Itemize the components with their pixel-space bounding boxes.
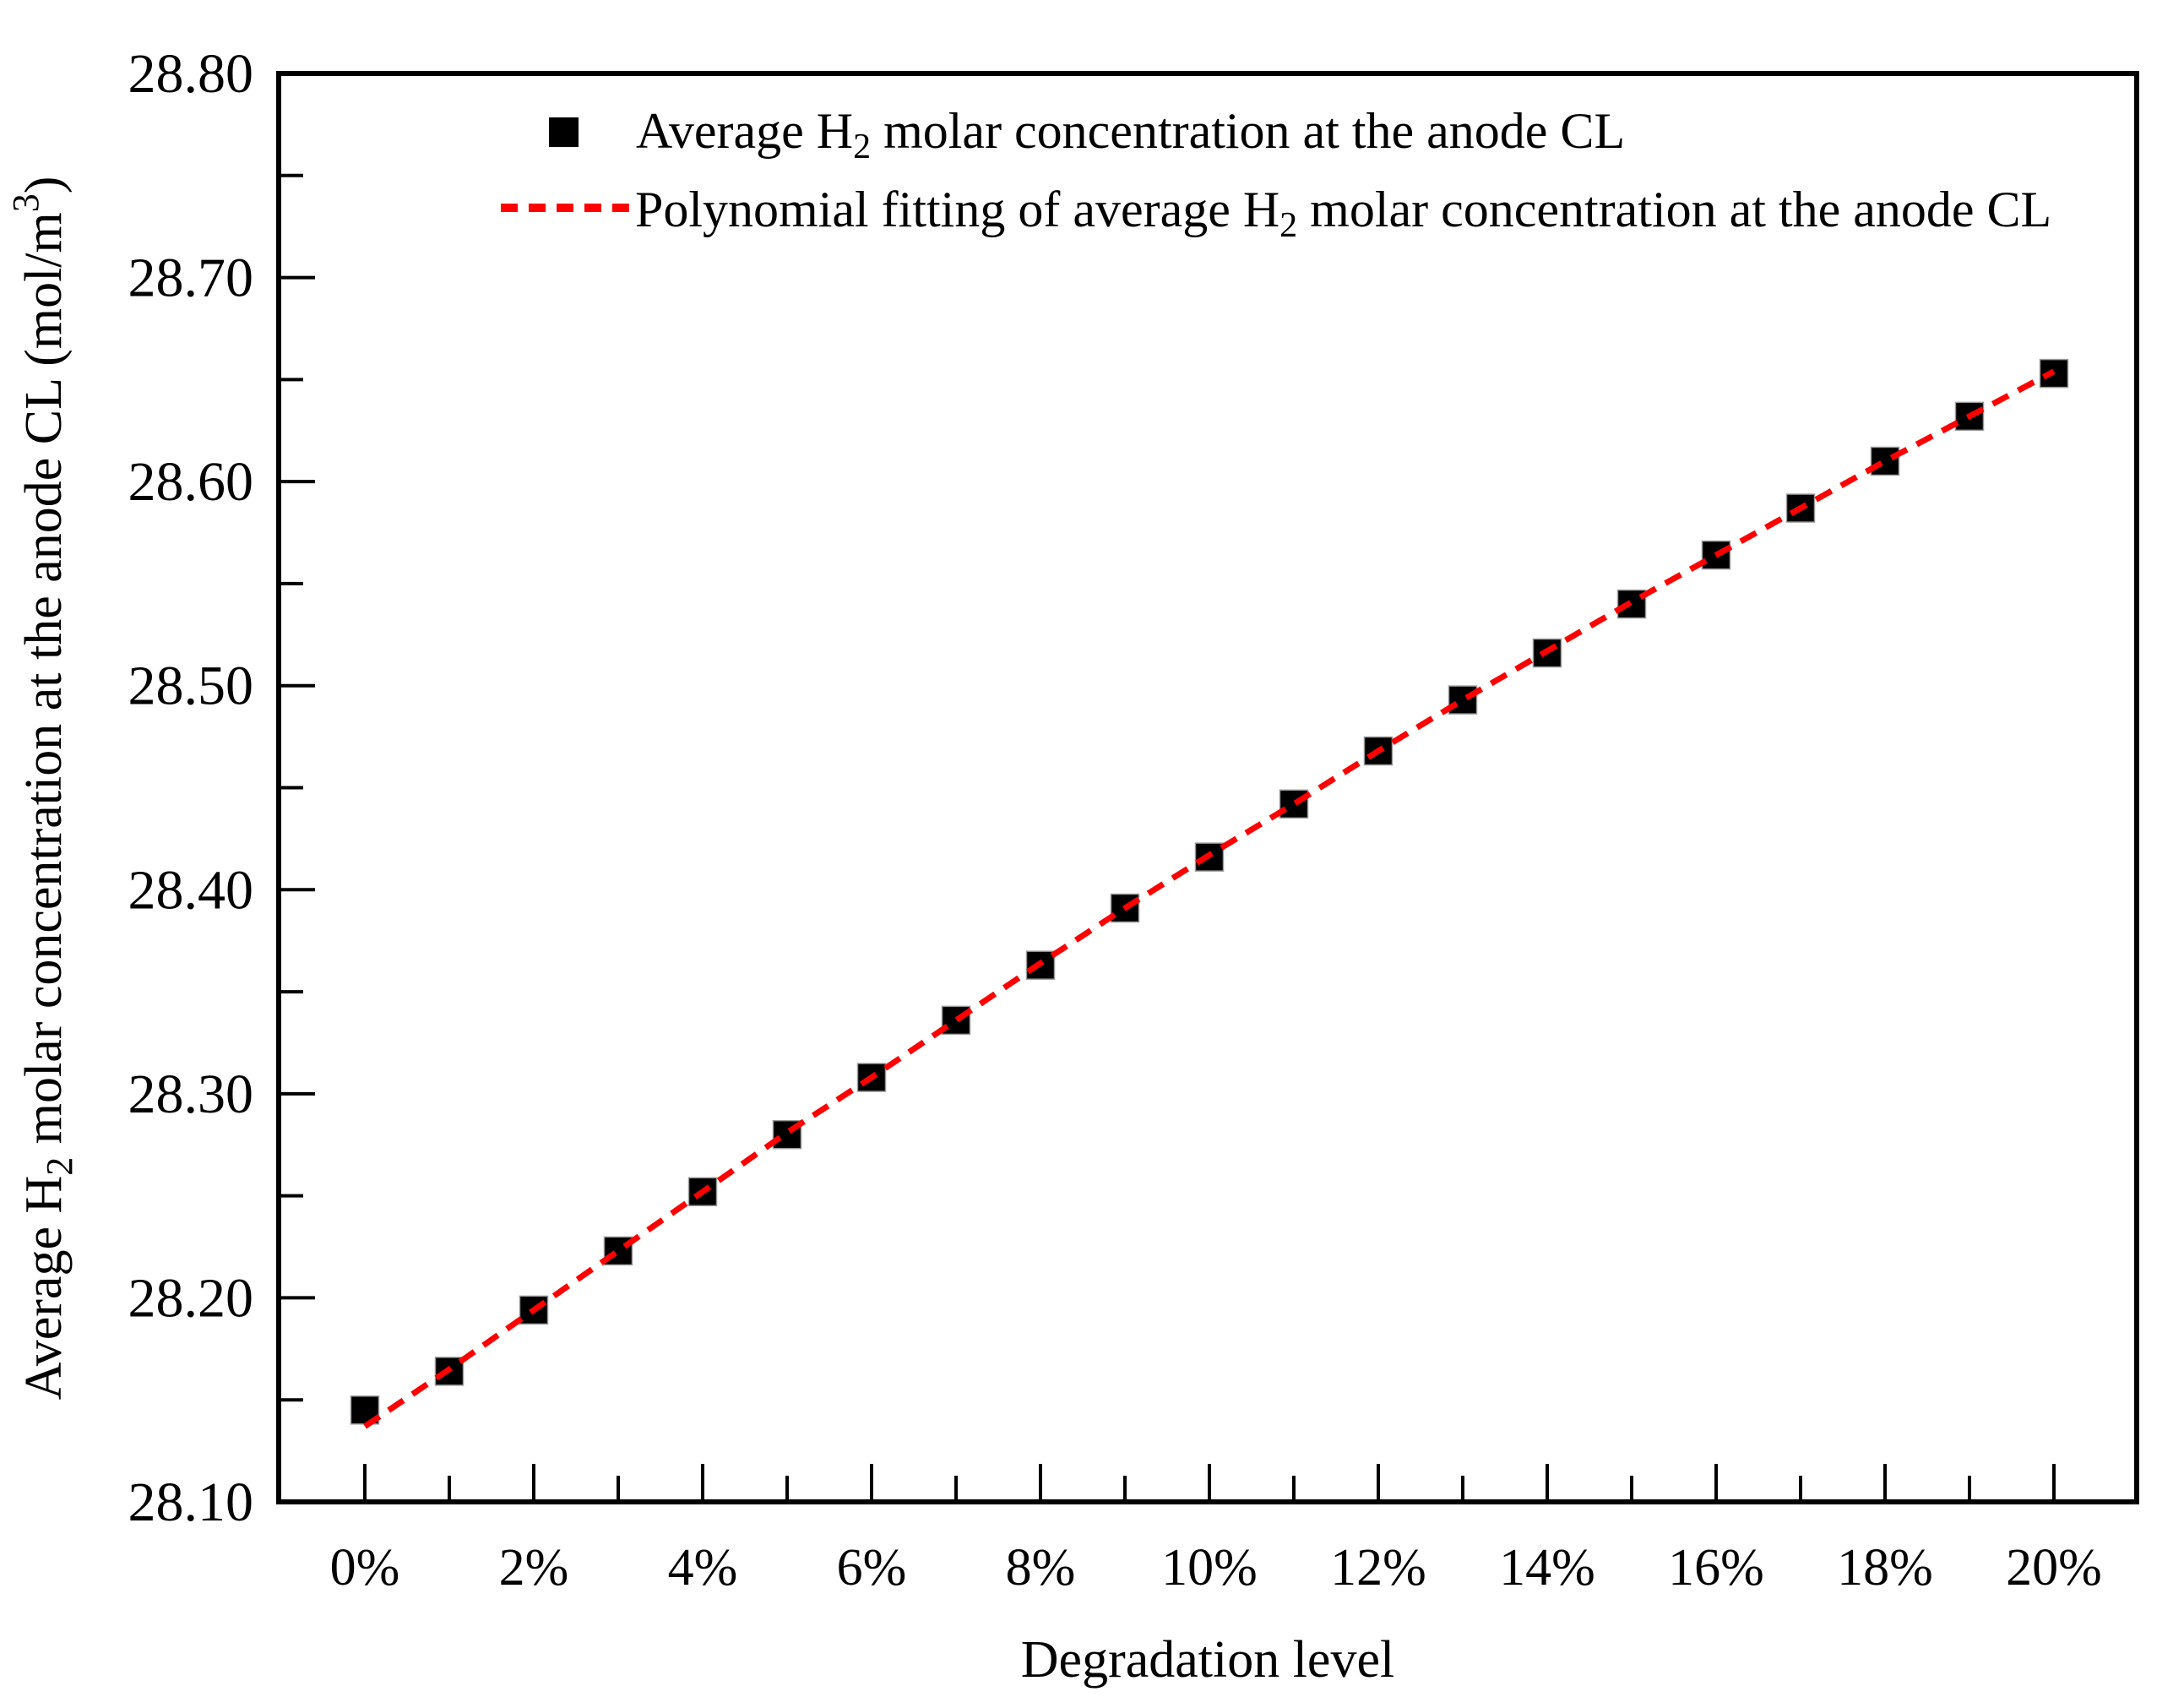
y-tick-label: 28.50 <box>128 655 254 717</box>
legend-label-scatter-post: molar concentration at the anode CL <box>871 103 1625 159</box>
legend-label-fit-post: molar concentration at the anode CL <box>1297 182 2051 237</box>
y-tick-label: 28.70 <box>128 247 254 309</box>
y-axis-title-pre: Average H <box>15 1176 73 1401</box>
legend-label-scatter: Average H2 molar concentration at the an… <box>636 103 1625 166</box>
x-tick-label: 14% <box>1499 1539 1595 1596</box>
x-tick-label: 0% <box>330 1539 400 1596</box>
y-tick-label: 28.10 <box>128 1471 254 1533</box>
x-tick-label: 8% <box>1006 1539 1076 1596</box>
legend-square-marker <box>549 117 579 147</box>
data-point-marker <box>1532 638 1562 668</box>
x-tick-label: 6% <box>837 1539 907 1596</box>
x-tick-label: 10% <box>1161 1539 1258 1596</box>
data-point-marker <box>1448 685 1478 715</box>
plot-area: 28.10 28.20 28.30 28.40 28.50 28.60 28.70 28.80… <box>128 43 2139 1596</box>
x-tick-label: 20% <box>2006 1539 2102 1596</box>
y-axis-title-mid: molar concentration at the anode CL (mol… <box>15 212 73 1157</box>
x-tick-label: 18% <box>1837 1539 1933 1596</box>
x-tick-label: 2% <box>499 1539 569 1596</box>
y-axis-title-post: ) <box>15 177 73 194</box>
data-point-marker <box>1870 446 1900 476</box>
legend-label-scatter-subscript: 2 <box>853 128 871 166</box>
legend-label-scatter-pre: Average H <box>636 103 853 159</box>
y-tick-label: 28.80 <box>128 43 254 105</box>
y-axis-title: Average H2 molar concentration at the an… <box>5 177 80 1401</box>
x-tick-label: 12% <box>1330 1539 1426 1596</box>
y-tick-label: 28.20 <box>128 1267 254 1329</box>
y-axis-title-superscript: 3 <box>5 193 46 212</box>
data-point-marker <box>1279 789 1309 819</box>
legend: Average H2 molar concentration at the an… <box>501 103 2051 245</box>
x-axis-title: Degradation level <box>1021 1631 1394 1689</box>
y-tick-label: 28.40 <box>128 859 254 921</box>
legend-label-fit-subscript: 2 <box>1279 206 1297 245</box>
x-tick-label: 4% <box>668 1539 738 1596</box>
data-point-marker <box>1954 401 1985 432</box>
plot-frame <box>276 71 2139 1504</box>
y-tick-label: 28.60 <box>128 451 254 513</box>
x-tick-label: 16% <box>1668 1539 1764 1596</box>
legend-label-fit: Polynomial fitting of average H2 molar c… <box>635 182 2051 245</box>
legend-label-fit-pre: Polynomial fitting of average H <box>635 182 1279 237</box>
y-tick-label: 28.30 <box>128 1063 254 1125</box>
y-axis-title-subscript: 2 <box>39 1157 80 1176</box>
fit-line <box>363 368 2056 1429</box>
